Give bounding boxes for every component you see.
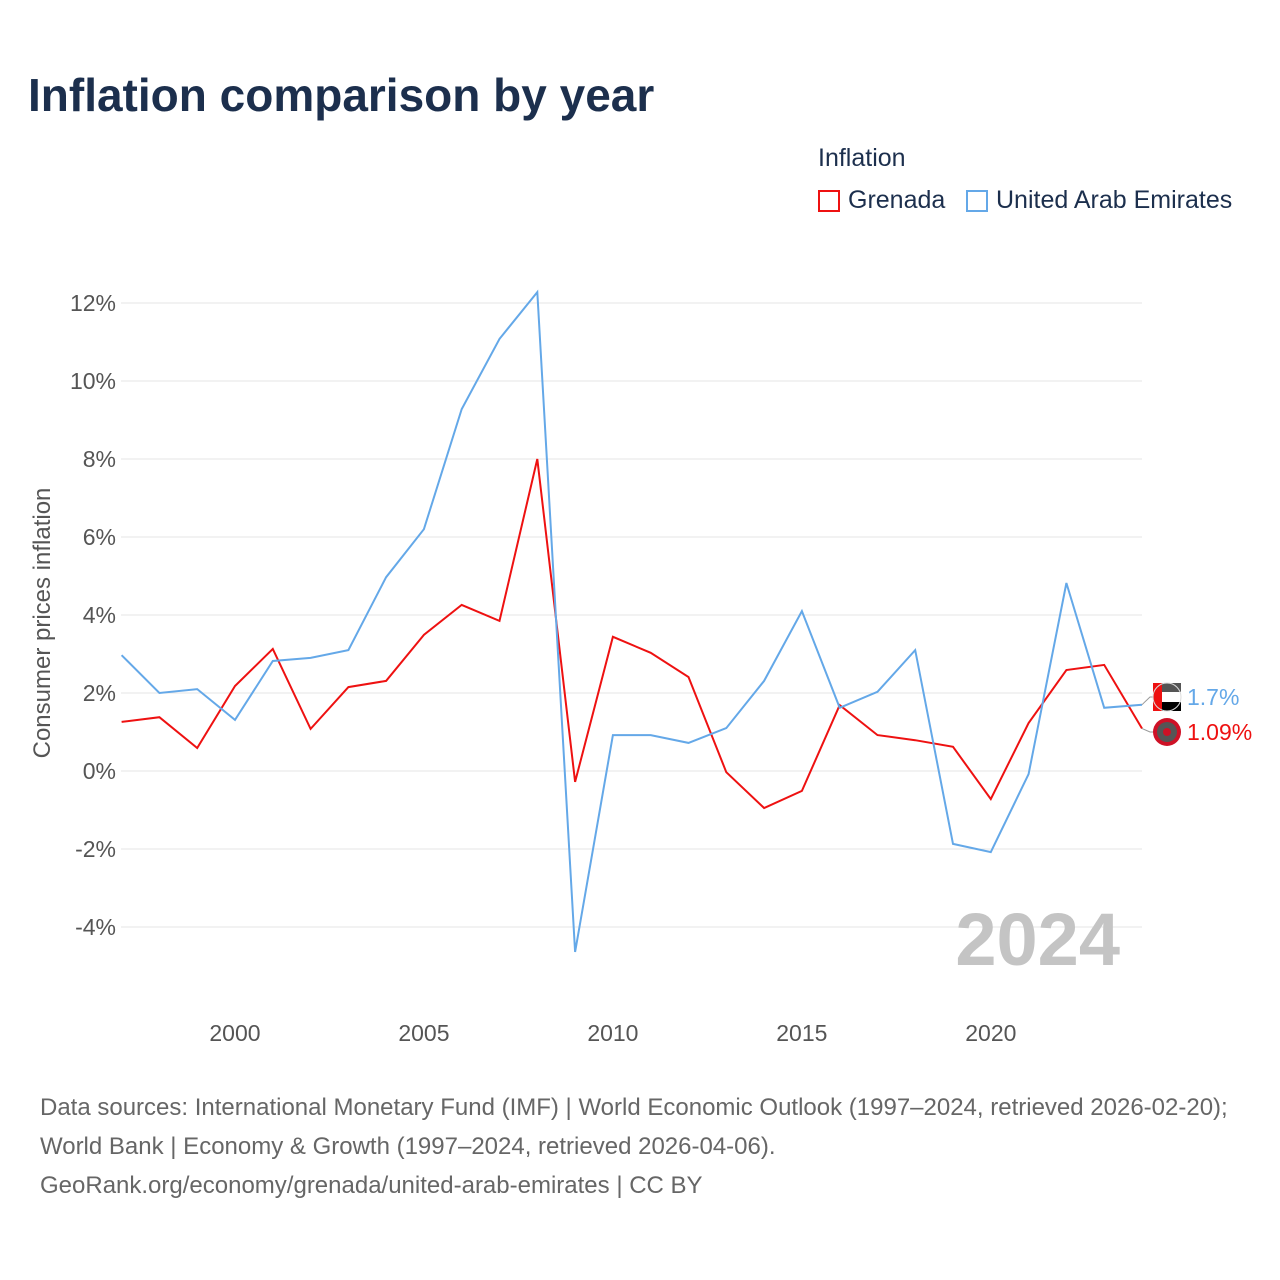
legend-title: Inflation	[818, 144, 906, 172]
data-point	[686, 675, 690, 679]
data-point	[649, 733, 653, 737]
source-text: Data sources: International Monetary Fun…	[40, 1094, 1228, 1160]
y-tick-label: 12%	[70, 290, 116, 316]
data-point	[460, 603, 464, 607]
data-point	[989, 850, 993, 854]
x-tick-label: 2005	[398, 1020, 449, 1046]
y-tick-label: 2%	[83, 680, 116, 706]
end-value-label: 1.09%	[1187, 719, 1252, 745]
uae-flag-icon	[1152, 682, 1182, 712]
chart-title: Inflation comparison by year	[28, 69, 655, 121]
data-point	[271, 659, 275, 663]
data-point	[875, 733, 879, 737]
data-point	[1027, 772, 1031, 776]
x-tick-label: 2010	[587, 1020, 638, 1046]
y-tick-label: 6%	[83, 524, 116, 550]
data-point	[535, 457, 539, 461]
data-point	[346, 648, 350, 652]
data-point	[762, 806, 766, 810]
data-point	[838, 706, 842, 710]
y-axis-label: Consumer prices inflation	[29, 488, 56, 759]
series-line-0	[121, 458, 1143, 810]
data-point	[686, 741, 690, 745]
data-point	[573, 950, 577, 954]
source-note: Data sources: International Monetary Fun…	[40, 1088, 1250, 1205]
x-tick-label: 2020	[965, 1020, 1016, 1046]
data-point	[913, 738, 917, 742]
data-point	[913, 648, 917, 652]
legend-item-grenada[interactable]: Grenada	[818, 186, 945, 215]
data-point	[120, 653, 124, 657]
x-tick-label: 2015	[776, 1020, 827, 1046]
data-point	[384, 575, 388, 579]
data-point	[498, 619, 502, 623]
y-tick-label: -2%	[75, 836, 116, 862]
data-point	[762, 679, 766, 683]
data-point	[875, 690, 879, 694]
y-tick-label: 0%	[83, 758, 116, 784]
y-tick-label: 4%	[83, 602, 116, 628]
data-point	[422, 527, 426, 531]
data-point	[460, 407, 464, 411]
data-point	[157, 691, 161, 695]
data-point	[611, 635, 615, 639]
data-point	[951, 745, 955, 749]
data-point	[649, 651, 653, 655]
data-point	[573, 780, 577, 784]
data-point	[271, 647, 275, 651]
legend-label: United Arab Emirates	[996, 186, 1233, 214]
y-tick-label: 10%	[70, 368, 116, 394]
data-point	[233, 684, 237, 688]
data-point	[157, 715, 161, 719]
data-point	[800, 609, 804, 613]
data-point	[1064, 581, 1068, 585]
legend-swatch-uae	[966, 189, 988, 212]
data-point	[384, 679, 388, 683]
y-tick-label: 8%	[83, 446, 116, 472]
source-link[interactable]: GeoRank.org/economy/grenada/united-arab-…	[40, 1172, 703, 1199]
data-point	[724, 726, 728, 730]
data-point	[309, 727, 313, 731]
data-point	[346, 685, 350, 689]
end-value-label: 1.7%	[1187, 684, 1239, 710]
data-point	[1102, 663, 1106, 667]
data-point	[195, 746, 199, 750]
data-point	[498, 337, 502, 341]
data-point	[195, 687, 199, 691]
data-point	[611, 733, 615, 737]
data-point	[951, 842, 955, 846]
data-point	[1064, 668, 1068, 672]
data-point	[724, 770, 728, 774]
data-point	[535, 290, 539, 294]
data-point	[989, 797, 993, 801]
legend-label: Grenada	[848, 186, 946, 214]
data-point	[309, 656, 313, 660]
data-point	[422, 633, 426, 637]
data-point	[120, 720, 124, 724]
data-point	[233, 718, 237, 722]
x-tick-label: 2000	[209, 1020, 260, 1046]
series-line-1	[120, 289, 1143, 953]
year-watermark: 2024	[955, 898, 1120, 981]
y-tick-label: -4%	[75, 914, 116, 940]
data-point	[1027, 721, 1031, 725]
data-point	[800, 789, 804, 793]
legend-swatch-grenada	[818, 189, 840, 212]
data-point	[1102, 706, 1106, 710]
grenada-flag-icon	[1153, 718, 1181, 746]
legend-item-uae[interactable]: United Arab Emirates	[966, 186, 1232, 215]
